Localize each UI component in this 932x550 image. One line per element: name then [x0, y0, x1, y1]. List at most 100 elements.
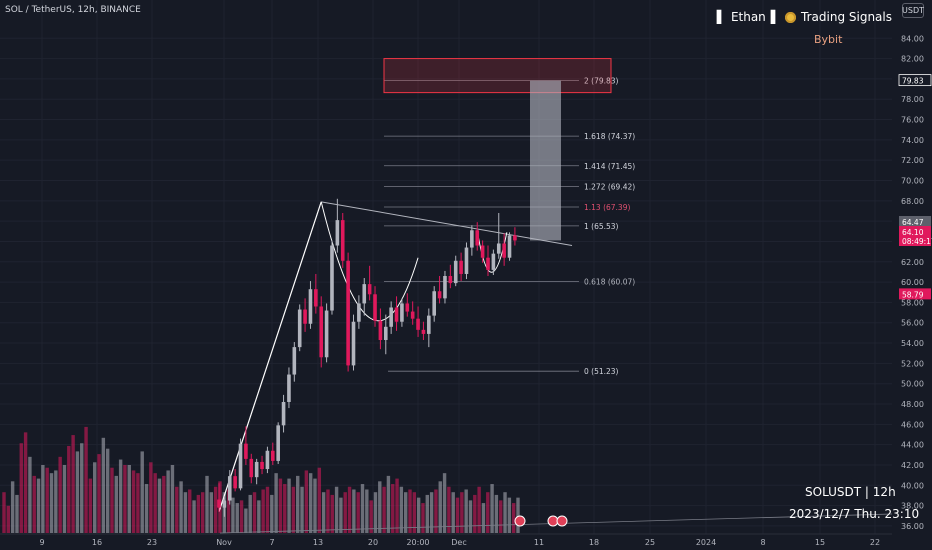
fib-label: 0 (51.23) — [584, 367, 619, 376]
y-tick-label: 40.00 — [901, 481, 924, 490]
volume-bar — [257, 500, 261, 533]
x-tick-label: 13 — [313, 538, 323, 547]
candle-body — [362, 284, 367, 304]
candle-body — [405, 303, 410, 312]
candle-body — [330, 245, 334, 311]
volume-bar — [455, 497, 460, 533]
candle-body — [496, 243, 501, 254]
y-tick-label: 52.00 — [901, 359, 924, 368]
volume-bar — [356, 492, 360, 533]
candle-body — [324, 310, 329, 358]
volume-bar — [239, 500, 244, 533]
volume-bar — [166, 470, 170, 533]
candle-body — [265, 450, 270, 470]
volume-bar — [408, 489, 412, 533]
volume-bar — [19, 443, 23, 533]
volume-bar — [365, 489, 369, 533]
volume-bar — [421, 503, 425, 533]
candle-body — [346, 260, 350, 366]
volume-bar — [80, 443, 84, 533]
volume-bar — [28, 456, 32, 533]
volume-bar — [378, 481, 382, 533]
volume-bar — [2, 492, 6, 533]
volume-bar — [192, 500, 196, 533]
y-tick-label: 58.00 — [901, 298, 924, 307]
y-tick-label: 50.00 — [901, 380, 924, 389]
volume-bar — [226, 489, 231, 533]
volume-bar — [261, 489, 265, 533]
candle-body — [389, 307, 393, 327]
candle-body — [416, 318, 420, 330]
cup-curve — [320, 201, 419, 322]
volume-bar — [101, 437, 106, 533]
volume-bar — [460, 492, 464, 533]
drawing-layer — [218, 58, 893, 534]
volume-bar — [200, 492, 205, 533]
candle-body — [249, 458, 254, 478]
fib-label: 1.272 (69.42) — [584, 182, 635, 191]
candle-body — [421, 329, 426, 334]
volume-bar — [88, 478, 93, 533]
candle-body — [464, 247, 469, 274]
y-tick-label: 72.00 — [901, 156, 924, 165]
candle-body — [308, 289, 313, 324]
fib-label: 2 (79.83) — [584, 77, 619, 86]
x-tick-label: 15 — [815, 538, 825, 547]
axis-layer: 84.0082.0080.0078.0076.0074.0072.0070.00… — [0, 34, 932, 547]
volume-bar — [296, 475, 300, 533]
x-tick-label: Nov — [216, 538, 232, 547]
y-tick-label: 76.00 — [901, 116, 924, 125]
y-tick-label: 56.00 — [901, 319, 924, 328]
volume-bar — [188, 489, 192, 533]
volume-bar — [473, 494, 477, 533]
price-label-tag — [899, 226, 931, 237]
y-tick-label: 42.00 — [901, 461, 924, 470]
x-tick-label: 2024 — [696, 538, 716, 547]
volume-bar — [41, 465, 45, 533]
volume-bar — [486, 492, 490, 533]
volume-bar — [516, 497, 520, 533]
volume-bar — [170, 465, 175, 533]
x-tick-label: 18 — [589, 538, 599, 547]
volume-bar — [144, 484, 149, 533]
candle-body — [513, 235, 517, 241]
candle-body — [271, 450, 275, 461]
volume-bar — [175, 486, 179, 533]
x-tick-label: 20:00 — [406, 538, 429, 547]
candle-body — [276, 425, 280, 461]
candle-body — [244, 443, 248, 459]
brand-bar-left: ▌ — [716, 10, 726, 24]
candle-body — [475, 230, 480, 246]
volume-bar — [127, 465, 131, 533]
candle-layer — [217, 198, 517, 517]
x-tick-label: 16 — [92, 538, 102, 547]
candle-body — [303, 309, 307, 324]
y-tick-label: 74.00 — [901, 136, 924, 145]
volume-bar — [339, 497, 343, 533]
fib-label: 1 (65.53) — [584, 222, 619, 231]
volume-bar — [213, 486, 218, 533]
candle-body — [281, 401, 286, 426]
x-tick-label: 7 — [269, 538, 274, 547]
volume-bar — [278, 478, 283, 533]
volume-bar — [425, 494, 429, 533]
y-tick-label: 84.00 — [901, 34, 924, 43]
price-label-text: 58.79 — [902, 290, 924, 299]
y-tick-label: 78.00 — [901, 95, 924, 104]
candle-body — [491, 253, 496, 270]
currency-button[interactable]: USDT — [902, 3, 924, 18]
volume-bar — [451, 492, 455, 533]
x-tick-label: 8 — [760, 538, 765, 547]
volume-bar — [75, 451, 80, 533]
candle-body — [400, 303, 404, 322]
volume-bar — [49, 473, 54, 533]
y-tick-label: 70.00 — [901, 176, 924, 185]
volume-bar — [511, 503, 516, 533]
volume-bar — [308, 473, 313, 533]
candle-body — [260, 461, 264, 470]
volume-bar — [149, 462, 153, 533]
candle-body — [227, 476, 232, 501]
y-tick-label: 62.00 — [901, 258, 924, 267]
x-tick-label: 23 — [147, 538, 157, 547]
